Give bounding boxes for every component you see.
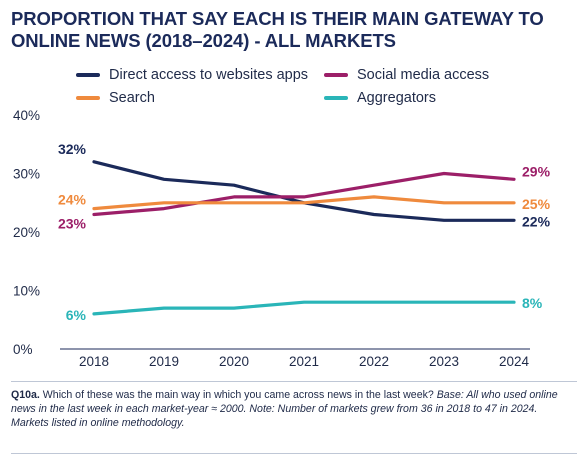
chart-title: PROPORTION THAT SAY EACH IS THEIR MAIN G…	[11, 8, 581, 52]
legend-swatch-aggregators	[324, 96, 348, 100]
legend-label-search: Search	[109, 90, 155, 106]
x-tick-label: 2024	[499, 354, 530, 369]
x-tick-label: 2021	[289, 354, 319, 369]
series-line-2	[92, 195, 516, 211]
x-tick-label: 2023	[429, 354, 459, 369]
y-tick-label: 0%	[13, 342, 33, 357]
series-start-label: 32%	[58, 141, 87, 157]
series-line-1	[92, 171, 516, 217]
footnote-divider	[11, 381, 577, 382]
footnote-text: Which of these was the main way in which…	[39, 389, 437, 401]
chart-title-line-2: ONLINE NEWS (2018–2024) - ALL MARKETS	[11, 30, 396, 51]
y-tick-label: 10%	[13, 284, 40, 299]
y-tick-label: 30%	[13, 167, 40, 182]
bottom-divider	[11, 453, 577, 454]
line-chart: 0% 10% 20% 30% 40% 2018 2019 2020 2021 2022 2023 20…	[13, 108, 551, 369]
legend-item-direct: Direct access to websites apps	[76, 67, 308, 83]
legend-swatch-direct	[76, 73, 100, 77]
legend-label-social: Social media access	[357, 67, 490, 83]
footnote-question: Q10a.	[11, 389, 40, 401]
series-line-0	[92, 160, 516, 222]
series-end-label: 8%	[522, 295, 543, 311]
series-start-label: 24%	[58, 192, 87, 208]
x-tick-label: 2020	[219, 354, 249, 369]
series-end-label: 25%	[522, 196, 551, 212]
series-end-label: 22%	[522, 213, 551, 229]
chart-title-line-1: PROPORTION THAT SAY EACH IS THEIR MAIN G…	[11, 8, 544, 29]
legend-label-aggregators: Aggregators	[357, 90, 436, 106]
x-tick-label: 2018	[79, 354, 109, 369]
series-end-label: 29%	[522, 163, 551, 179]
legend-swatch-search	[76, 96, 100, 100]
legend-label-direct: Direct access to websites apps	[109, 67, 309, 83]
x-tick-label: 2022	[359, 354, 389, 369]
legend-swatch-social	[324, 73, 348, 77]
series-start-label: 6%	[66, 307, 87, 323]
legend-item-social: Social media access	[324, 67, 489, 83]
chart-legend: Direct access to websites apps Social me…	[76, 67, 576, 113]
footnote: Q10a. Which of these was the main way in…	[11, 388, 577, 431]
series-start-label: 23%	[58, 215, 87, 231]
y-tick-label: 20%	[13, 225, 40, 240]
y-tick-label: 40%	[13, 108, 40, 123]
series-line-3	[92, 300, 516, 316]
footnote-base: Base: All who used online news in the la…	[11, 389, 558, 430]
x-tick-label: 2019	[149, 354, 179, 369]
legend-item-search: Search	[76, 90, 155, 106]
legend-item-aggregators: Aggregators	[324, 90, 436, 106]
